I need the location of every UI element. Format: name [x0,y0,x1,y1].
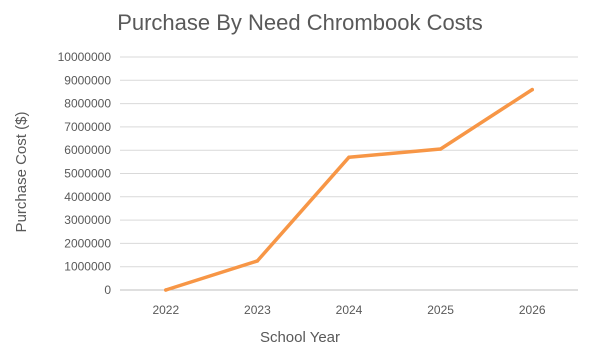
series [164,87,534,292]
data-point [347,155,351,159]
x-tick-label: 2026 [519,303,546,317]
y-tick-label: 7000000 [64,120,111,134]
y-tick-label: 8000000 [64,97,111,111]
series-line [164,87,534,292]
x-tick-label: 2022 [152,303,179,317]
y-tick-label: 3000000 [64,213,111,227]
y-axis-title: Purchase Cost ($) [13,112,30,233]
data-point [164,288,168,292]
y-tick-label: 4000000 [64,190,111,204]
gridlines [120,56,578,291]
y-tick-label: 1000000 [64,260,111,274]
y-axis-ticks: 0 1000000 2000000 3000000 4000000 5000000 6000… [58,50,112,297]
x-axis-title: School Year [260,329,340,346]
y-tick-label: 9000000 [64,73,111,87]
y-tick-label: 10000000 [58,50,112,64]
chart-title: Purchase By Need Chrombook Costs [117,10,483,35]
y-tick-label: 0 [104,283,111,297]
data-point [438,147,443,151]
data-point [530,87,534,92]
y-tick-label: 5000000 [64,167,111,181]
x-tick-label: 2025 [427,303,454,317]
y-tick-label: 2000000 [64,236,111,250]
x-tick-label: 2023 [244,303,271,317]
x-axis-ticks: 2022 2023 2024 2025 2026 [152,303,545,317]
data-point [255,259,260,263]
x-tick-label: 2024 [336,303,363,317]
y-tick-label: 6000000 [64,143,111,157]
